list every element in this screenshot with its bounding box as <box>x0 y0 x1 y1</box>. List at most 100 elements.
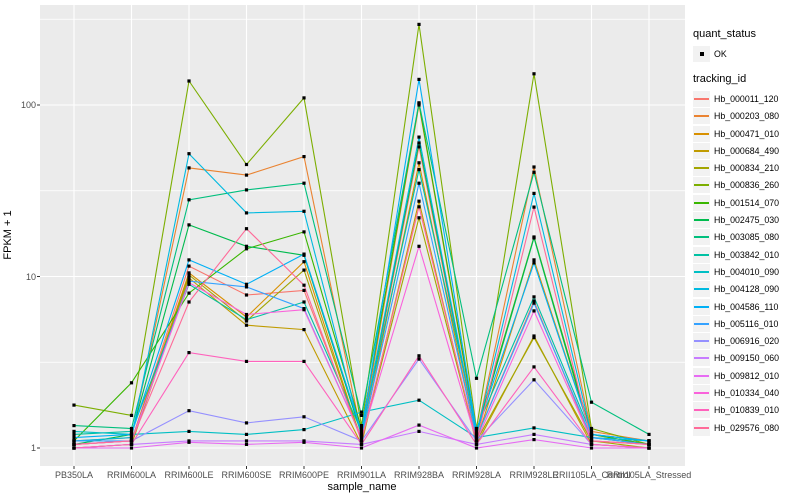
legend-key-box <box>693 350 710 367</box>
data-point <box>417 161 421 165</box>
data-point <box>647 439 651 443</box>
legend-label: Hb_001514_070 <box>714 197 780 208</box>
data-point <box>244 315 249 319</box>
data-point <box>532 295 536 299</box>
legend-label: Hb_004586_110 <box>714 301 779 312</box>
data-point <box>72 442 76 446</box>
data-point <box>359 432 364 436</box>
legend-label: Hb_009812_010 <box>714 370 780 381</box>
data-point <box>72 403 76 407</box>
legend-key-box <box>693 160 710 177</box>
legend-key-box <box>693 402 710 419</box>
data-point <box>589 446 594 450</box>
data-point <box>417 429 421 433</box>
data-point <box>359 446 364 450</box>
data-point <box>532 236 536 240</box>
legend-key-box <box>693 419 710 436</box>
data-point <box>359 424 364 428</box>
data-point <box>302 209 306 213</box>
legend-item: Hb_005116_010 <box>693 315 800 332</box>
legend-label: Hb_000203_080 <box>714 111 780 122</box>
data-point <box>417 181 421 185</box>
data-point <box>532 165 536 169</box>
data-point <box>589 439 594 443</box>
data-point <box>589 442 594 446</box>
data-point <box>474 376 479 380</box>
data-point <box>129 413 134 417</box>
series-color-swatch <box>694 97 709 100</box>
data-point <box>187 79 191 83</box>
data-point <box>474 429 479 433</box>
data-point <box>532 205 536 209</box>
data-point <box>302 283 306 287</box>
x-tick-label: RRIM901LA <box>336 470 387 480</box>
series-color-swatch <box>694 305 709 308</box>
data-point <box>474 436 479 440</box>
data-point <box>129 442 134 446</box>
legend-label: Hb_002475_030 <box>714 215 780 226</box>
series-color-swatch <box>694 184 709 187</box>
data-point <box>532 170 536 174</box>
data-point <box>187 276 191 280</box>
data-point <box>302 96 306 100</box>
data-point <box>244 439 249 443</box>
data-point <box>417 423 421 427</box>
x-tick-label: RRII105LA_Control <box>552 470 631 480</box>
data-point <box>417 135 421 139</box>
series-color-swatch <box>694 132 709 135</box>
data-point <box>187 273 191 277</box>
legend-item: Hb_004128_090 <box>693 281 800 298</box>
series-color-swatch <box>694 115 709 118</box>
legend-item: Hb_009812_010 <box>693 367 800 384</box>
series-color-swatch <box>694 236 709 239</box>
data-point <box>244 173 249 177</box>
x-tick-label: RRIM928LE <box>509 470 559 480</box>
data-point <box>72 439 76 443</box>
legend-key-box <box>693 142 710 159</box>
data-point <box>187 198 191 202</box>
x-tick-label: RRIM600PE <box>278 470 330 480</box>
data-point <box>244 247 249 251</box>
data-point <box>244 421 249 425</box>
legend-item: Hb_004010_090 <box>693 263 800 280</box>
data-point <box>532 72 536 76</box>
data-point <box>302 155 306 159</box>
data-point <box>474 442 479 446</box>
legend-label: Hb_010839_010 <box>714 405 780 416</box>
data-point <box>72 429 76 433</box>
data-point <box>647 446 651 450</box>
series-color-swatch <box>694 270 709 273</box>
data-point <box>187 291 191 295</box>
legend-item: Hb_010839_010 <box>693 402 800 419</box>
data-point <box>359 436 364 440</box>
legend-label: Hb_006916_020 <box>714 336 780 347</box>
series-color-swatch <box>694 340 709 343</box>
data-point <box>187 351 191 355</box>
data-point <box>532 365 536 369</box>
data-point <box>474 432 479 436</box>
data-point <box>302 308 306 312</box>
legend-label: Hb_000834_210 <box>714 163 780 174</box>
data-point <box>302 300 306 304</box>
legend-key-box <box>693 108 710 125</box>
series-color-swatch <box>694 253 709 256</box>
data-point <box>187 152 191 156</box>
legend-item: Hb_000011_120 <box>693 90 800 107</box>
data-point <box>589 400 594 404</box>
data-point <box>302 440 306 444</box>
data-point <box>417 145 421 149</box>
series-color-swatch <box>694 288 709 291</box>
data-point <box>417 205 421 209</box>
data-point <box>417 398 421 402</box>
legend-title-tracking-id: tracking_id <box>693 73 747 86</box>
y-tick-label: 10 <box>25 271 36 282</box>
legend-item: Hb_002475_030 <box>693 211 800 229</box>
data-point <box>244 442 249 446</box>
data-point <box>187 166 191 170</box>
data-point <box>359 439 364 443</box>
x-tick-label: RRII105LA_Stressed <box>606 470 692 480</box>
data-point <box>532 261 536 265</box>
legend-key-box <box>693 384 710 401</box>
legend-key-box <box>693 263 710 280</box>
data-point <box>474 446 479 450</box>
